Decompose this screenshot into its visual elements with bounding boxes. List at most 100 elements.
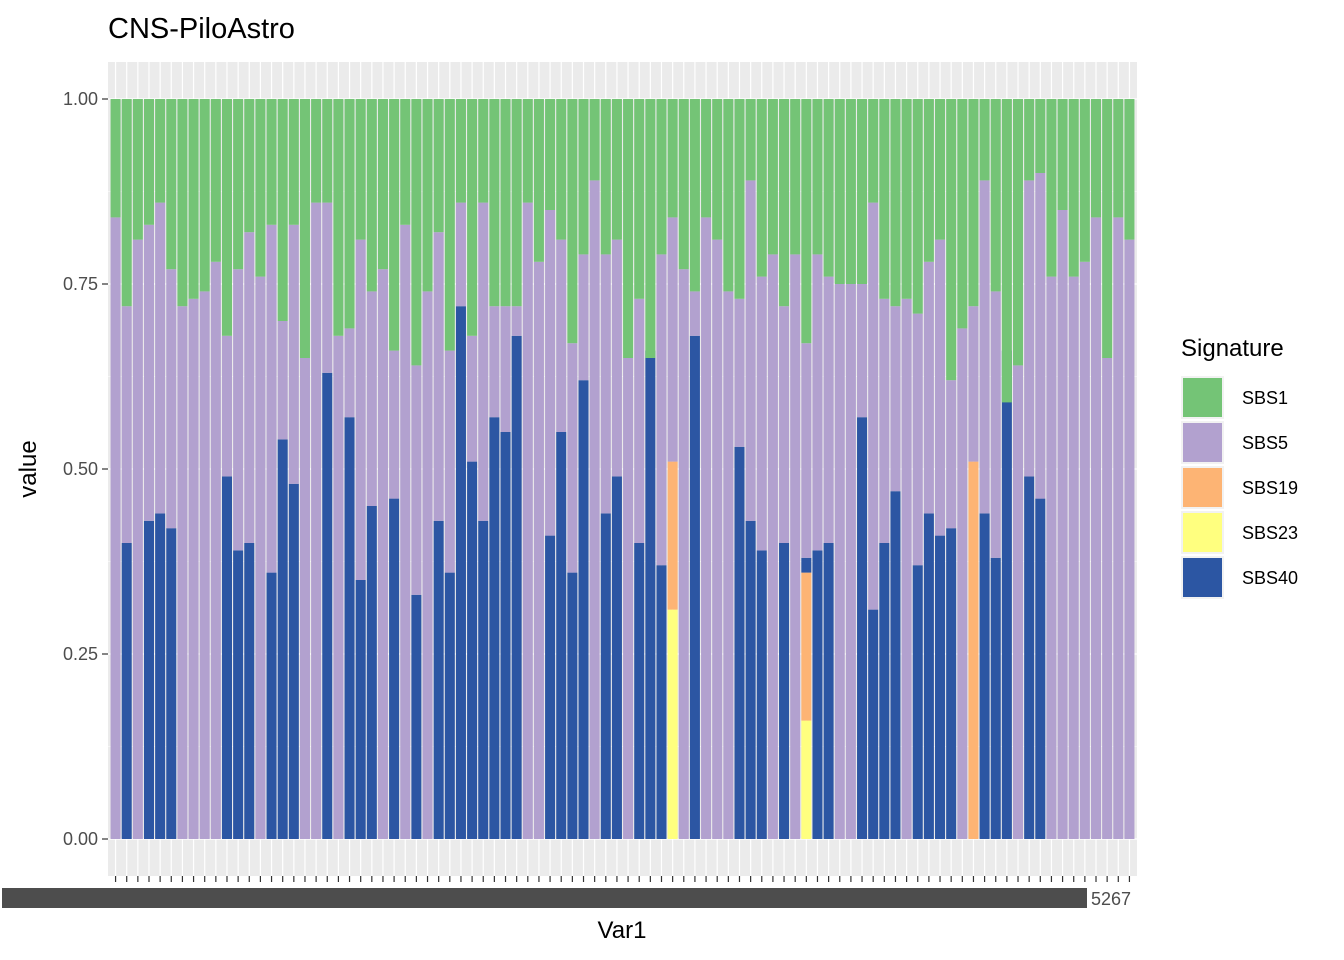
bar-segment-sbs5 (634, 298, 645, 543)
bar-segment-sbs5 (556, 239, 567, 432)
bar-segment-sbs1 (1113, 99, 1124, 218)
bar-segment-sbs5 (968, 306, 979, 462)
y-tick-label: 0.75 (63, 274, 98, 294)
bar-segment-sbs5 (812, 254, 823, 551)
bar-segment-sbs40 (600, 513, 611, 839)
bar-segment-sbs1 (979, 99, 990, 181)
bar-segment-sbs5 (656, 254, 667, 566)
bar-segment-sbs5 (110, 217, 121, 839)
bar-segment-sbs1 (1046, 99, 1057, 277)
bar-segment-sbs1 (1102, 99, 1113, 358)
bar-segment-sbs1 (288, 99, 299, 225)
y-axis: 0.00 0.25 0.50 0.75 1.00 (63, 89, 108, 849)
bar-segment-sbs5 (990, 291, 1001, 558)
bar-segment-sbs5 (734, 298, 745, 447)
bar-segment-sbs1 (199, 99, 210, 292)
bar-segment-sbs40 (946, 528, 957, 839)
bar-segment-sbs40 (500, 432, 511, 839)
bar-segment-sbs40 (935, 535, 946, 839)
bar-segment-sbs5 (344, 328, 355, 418)
bar-segment-sbs40 (857, 417, 868, 839)
bar-segment-sbs1 (634, 99, 645, 299)
bar-segment-sbs5 (845, 284, 856, 839)
bar-segment-sbs40 (143, 520, 155, 839)
bar-segment-sbs1 (344, 99, 355, 329)
bar-segment-sbs1 (1001, 99, 1012, 403)
bar-segment-sbs1 (177, 99, 188, 307)
bar-segment-sbs40 (556, 432, 567, 839)
bar-segment-sbs5 (533, 261, 544, 839)
bar-segment-sbs40 (467, 461, 478, 839)
bar-segment-sbs1 (812, 99, 823, 255)
bar-segment-sbs5 (422, 291, 433, 839)
bar-segment-sbs1 (400, 99, 411, 225)
bar-segment-sbs5 (266, 224, 277, 573)
bar-segment-sbs5 (545, 210, 556, 536)
bar-segment-sbs1 (756, 99, 767, 277)
bar-segment-sbs40 (221, 476, 232, 839)
bar-segment-sbs40 (244, 543, 255, 839)
bar-segment-sbs40 (411, 594, 422, 839)
bar-segment-sbs1 (946, 99, 957, 381)
bar-segment-sbs40 (389, 498, 400, 839)
bar-segment-sbs5 (244, 232, 255, 543)
bar-segment-sbs40 (990, 557, 1001, 839)
bar-segment-sbs5 (756, 276, 767, 551)
bar-segment-sbs1 (166, 99, 177, 270)
bar-segment-sbs40 (545, 535, 556, 839)
bar-segment-sbs40 (801, 557, 812, 573)
bar-segment-sbs40 (578, 380, 589, 839)
bar-segment-sbs5 (857, 284, 868, 418)
bar-segment-sbs5 (600, 254, 611, 514)
bar-segment-sbs1 (1079, 99, 1090, 262)
bar-segment-sbs5 (389, 350, 400, 499)
bar-segment-sbs1 (578, 99, 589, 255)
bar-segment-sbs1 (121, 99, 132, 307)
bar-segment-sbs1 (656, 99, 667, 255)
bar-segment-sbs1 (377, 99, 388, 270)
bar-segment-sbs1 (589, 99, 600, 181)
x-tick-labels-overlap (2, 888, 1087, 908)
bar-segment-sbs5 (489, 306, 500, 418)
bar-segment-sbs1 (422, 99, 433, 292)
bar-segment-sbs1 (667, 99, 678, 218)
bar-segment-sbs1 (545, 99, 556, 210)
bar-segment-sbs40 (155, 513, 166, 839)
bar-segment-sbs40 (645, 350, 656, 839)
bar-segment-sbs5 (299, 358, 310, 839)
bar-segment-sbs23 (801, 720, 812, 839)
y-tick-label: 1.00 (63, 89, 98, 109)
bar-segment-sbs1 (767, 99, 778, 255)
bar-segment-sbs5 (1090, 217, 1102, 839)
bar-segment-sbs1 (790, 99, 801, 255)
bar-segment-sbs1 (868, 99, 879, 203)
bar-segment-sbs1 (444, 99, 455, 351)
bar-segment-sbs5 (901, 298, 912, 839)
bar-segment-sbs40 (489, 417, 500, 839)
bar-segment-sbs5 (233, 269, 244, 551)
bar-segment-sbs5 (790, 254, 801, 839)
bar-segment-sbs5 (400, 224, 411, 840)
bar-segment-sbs1 (712, 99, 723, 240)
bar-segment-sbs19 (801, 572, 812, 721)
bar-segment-sbs40 (689, 335, 700, 839)
bar-segment-sbs40 (879, 543, 890, 839)
bar-segment-sbs40 (478, 520, 489, 839)
bar-segment-sbs5 (946, 380, 957, 529)
bar-segment-sbs5 (689, 291, 700, 336)
bar-segment-sbs5 (210, 261, 221, 839)
bar-segment-sbs5 (879, 298, 890, 543)
legend-label-sbs5: SBS5 (1242, 433, 1288, 453)
bar-segment-sbs1 (923, 99, 934, 262)
bar-segment-sbs1 (1024, 99, 1035, 181)
bar-segment-sbs40 (322, 372, 333, 839)
bar-segment-sbs5 (957, 328, 968, 839)
bar-segment-sbs40 (511, 335, 522, 839)
bar-segment-sbs40 (444, 572, 455, 839)
bar-segment-sbs1 (266, 99, 277, 225)
bar-segment-sbs1 (734, 99, 745, 299)
bar-segment-sbs5 (801, 343, 812, 558)
bar-segment-sbs1 (901, 99, 912, 299)
bar-segment-sbs1 (834, 99, 845, 284)
bar-segment-sbs1 (890, 99, 901, 307)
